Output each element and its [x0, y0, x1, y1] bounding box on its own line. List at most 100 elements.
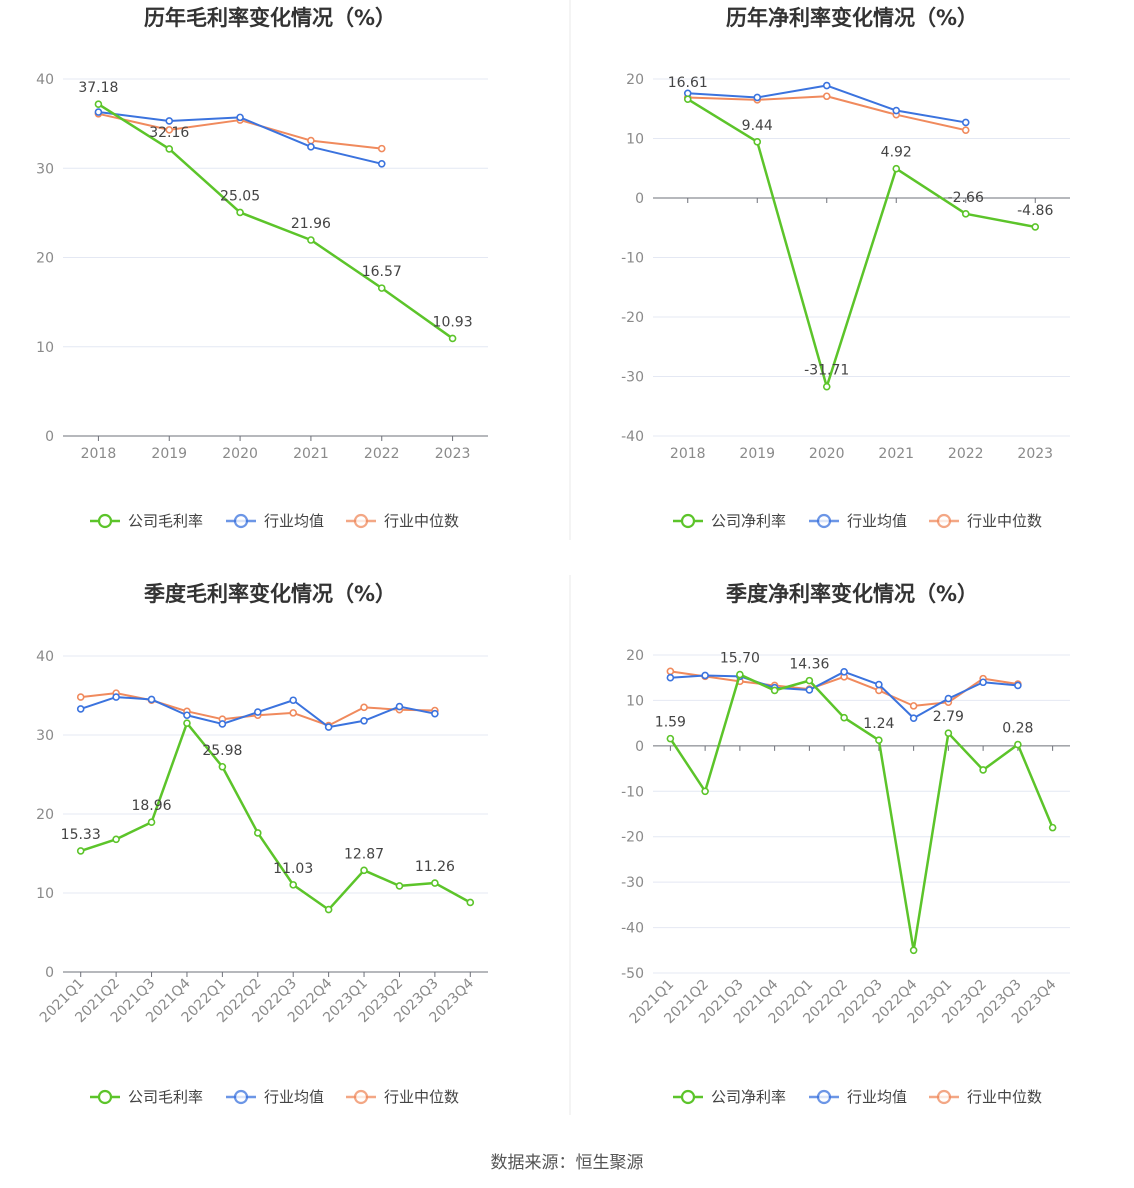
data-point[interactable]	[324, 905, 333, 914]
data-point[interactable]	[979, 766, 987, 774]
data-point[interactable]	[875, 736, 883, 745]
data-point[interactable]	[431, 879, 439, 887]
data-point[interactable]	[218, 720, 227, 728]
legend-item[interactable]: 行业均值	[809, 512, 907, 530]
data-point[interactable]	[683, 95, 692, 103]
data-point[interactable]	[112, 693, 120, 701]
legend-item[interactable]: 行业中位数	[929, 1088, 1042, 1106]
data-point[interactable]	[76, 847, 85, 855]
data-point[interactable]	[736, 670, 744, 679]
data-point[interactable]	[1014, 681, 1022, 690]
legend-item[interactable]: 行业均值	[809, 1088, 907, 1106]
data-point[interactable]	[395, 702, 404, 711]
data-point[interactable]	[289, 709, 298, 717]
data-point[interactable]	[289, 881, 298, 889]
data-point[interactable]	[805, 676, 814, 685]
data-point[interactable]	[822, 382, 831, 391]
data-point[interactable]	[360, 703, 368, 712]
data-point[interactable]	[961, 126, 970, 134]
data-point[interactable]	[147, 818, 156, 827]
legend-item[interactable]: 行业中位数	[346, 1088, 459, 1106]
data-point[interactable]	[666, 667, 675, 676]
legend-label: 公司毛利率	[128, 512, 203, 530]
data-point[interactable]	[892, 106, 901, 115]
data-point[interactable]	[961, 118, 970, 127]
legend-item[interactable]: 公司净利率	[673, 1088, 786, 1106]
data-point[interactable]	[979, 678, 987, 687]
legend-item[interactable]: 公司净利率	[673, 512, 786, 530]
data-point[interactable]	[289, 696, 298, 705]
data-point[interactable]	[961, 210, 970, 218]
legend-label: 行业中位数	[384, 1088, 459, 1106]
data-point[interactable]	[236, 113, 244, 122]
data-point[interactable]	[377, 284, 386, 292]
legend-item[interactable]: 公司毛利率	[90, 512, 203, 530]
y-tick-label: 40	[36, 649, 54, 665]
data-point[interactable]	[1048, 823, 1057, 832]
x-tick-label: 2022	[364, 446, 400, 462]
data-point[interactable]	[701, 787, 709, 796]
data-point[interactable]	[431, 709, 439, 718]
data-point[interactable]	[307, 236, 315, 244]
legend-item[interactable]: 行业中位数	[346, 512, 459, 530]
data-point[interactable]	[1014, 740, 1022, 749]
data-label: 25.05	[220, 188, 260, 204]
data-point[interactable]	[183, 711, 191, 720]
data-point[interactable]	[822, 92, 831, 101]
data-point[interactable]	[165, 145, 174, 153]
data-point[interactable]	[701, 671, 709, 680]
legend-item[interactable]: 公司毛利率	[90, 1088, 203, 1106]
data-point[interactable]	[892, 164, 901, 173]
data-point[interactable]	[94, 108, 103, 116]
legend-item[interactable]: 行业中位数	[929, 512, 1042, 530]
data-point[interactable]	[909, 702, 918, 710]
data-point[interactable]	[753, 138, 762, 146]
data-point[interactable]	[448, 334, 457, 343]
data-point[interactable]	[909, 714, 918, 722]
data-point[interactable]	[377, 144, 386, 153]
data-point[interactable]	[666, 734, 675, 743]
data-point[interactable]	[253, 708, 262, 716]
data-point[interactable]	[753, 93, 762, 102]
data-point[interactable]	[875, 686, 883, 695]
data-point[interactable]	[307, 143, 315, 151]
data-point[interactable]	[840, 668, 848, 676]
data-point[interactable]	[307, 136, 315, 145]
data-point[interactable]	[666, 673, 675, 682]
data-point[interactable]	[165, 117, 174, 125]
data-point[interactable]	[944, 729, 953, 737]
x-tick-label: 2019	[151, 446, 187, 462]
data-point[interactable]	[165, 126, 174, 134]
data-point[interactable]	[377, 159, 386, 168]
legend-item[interactable]: 行业均值	[226, 1088, 324, 1106]
data-point[interactable]	[909, 946, 918, 955]
data-point[interactable]	[94, 100, 103, 108]
data-point[interactable]	[770, 686, 779, 695]
data-point[interactable]	[395, 882, 404, 890]
data-point[interactable]	[324, 723, 333, 731]
data-point[interactable]	[840, 713, 848, 722]
data-point[interactable]	[944, 694, 953, 703]
data-point[interactable]	[253, 829, 262, 837]
y-tick-label: 30	[36, 728, 54, 744]
data-point[interactable]	[147, 695, 156, 704]
data-point[interactable]	[183, 719, 191, 727]
data-point[interactable]	[1031, 223, 1040, 231]
data-point[interactable]	[822, 81, 831, 90]
data-source-caption: 数据来源：恒生聚源	[491, 1153, 644, 1173]
data-point[interactable]	[360, 866, 368, 875]
data-point[interactable]	[805, 686, 814, 694]
data-point[interactable]	[360, 716, 368, 725]
data-point[interactable]	[466, 898, 475, 907]
x-tick-label: 2021	[878, 446, 914, 462]
x-tick-label: 2021	[293, 446, 329, 462]
data-point[interactable]	[76, 693, 85, 701]
legend-item[interactable]: 行业均值	[226, 512, 324, 530]
data-point[interactable]	[112, 835, 120, 844]
data-point[interactable]	[76, 705, 85, 713]
data-point[interactable]	[875, 680, 883, 689]
y-tick-label: 10	[626, 132, 644, 148]
data-point[interactable]	[218, 762, 227, 771]
data-point[interactable]	[236, 208, 244, 217]
legend-label: 行业均值	[847, 1088, 907, 1106]
